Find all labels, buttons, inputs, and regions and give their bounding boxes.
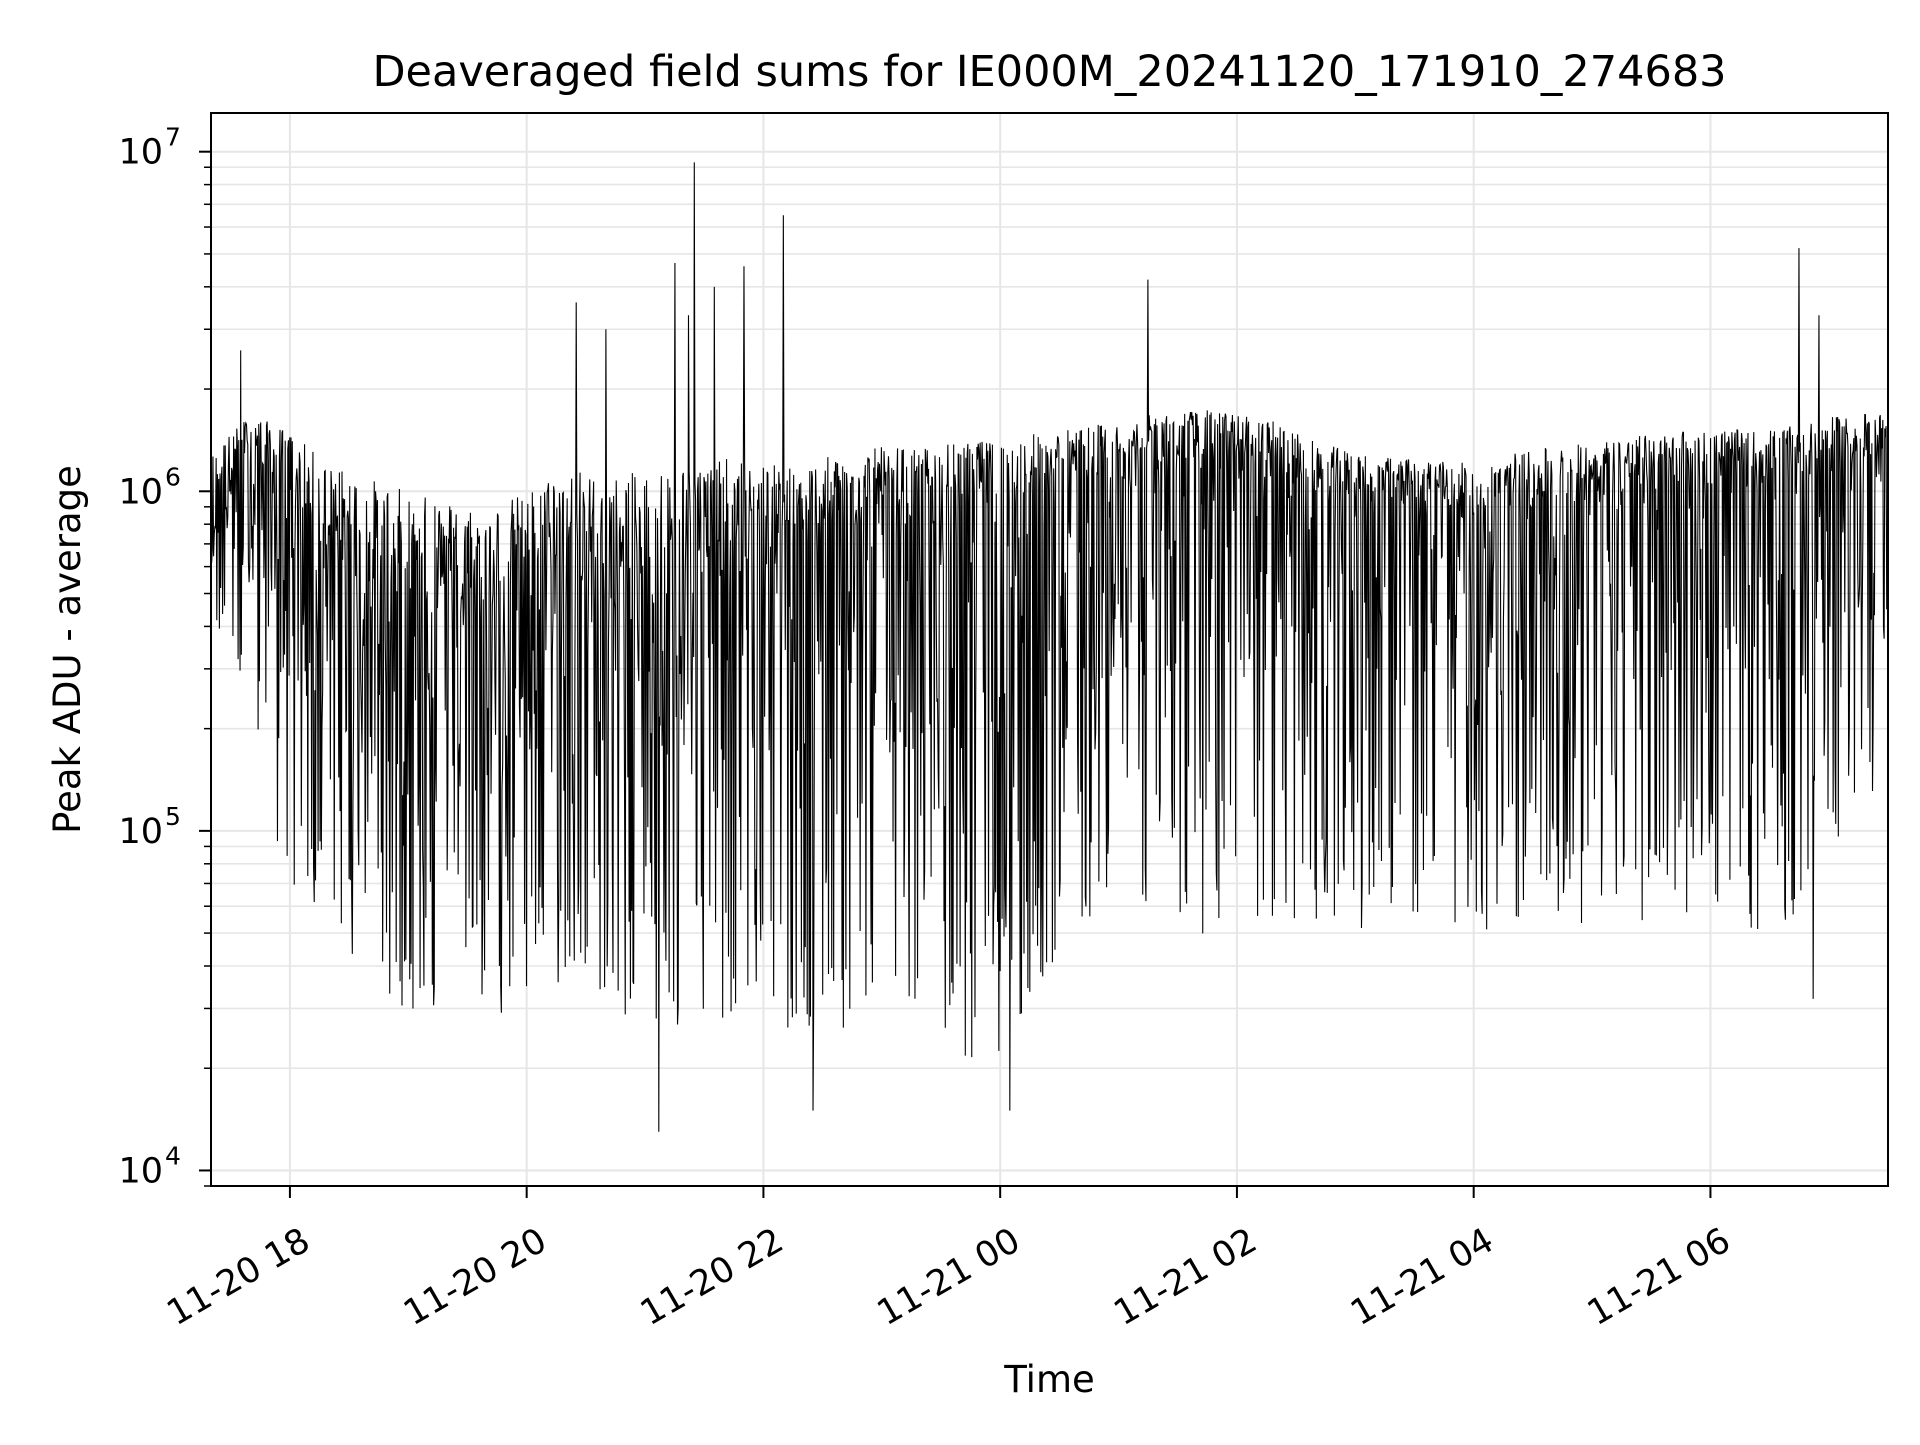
x-tick-label: 11-21 04 <box>1344 1221 1500 1334</box>
chart-title: Deaveraged field sums for IE000M_2024112… <box>372 47 1726 97</box>
x-tick-label: 11-21 02 <box>1108 1221 1264 1334</box>
x-tick-label: 11-20 20 <box>397 1221 553 1334</box>
plot-frame <box>210 112 1889 1187</box>
y-tick-label: 10 <box>118 472 163 512</box>
x-tick-label: 11-20 22 <box>634 1221 790 1334</box>
y-tick-label: 10 <box>118 1151 163 1191</box>
x-axis: 11-20 18 11-20 20 11-20 22 11-21 00 11-21 02… <box>161 1186 1737 1334</box>
x-tick-label: 11-21 06 <box>1581 1221 1737 1334</box>
y-tick-exponent: 5 <box>165 802 181 831</box>
series-line <box>211 162 1888 1132</box>
y-tick-label: 10 <box>118 812 163 852</box>
y-tick-exponent: 4 <box>165 1141 181 1170</box>
y-tick-label: 10 <box>118 133 163 173</box>
series-line-layer <box>211 162 1888 1132</box>
y-axis-label: Peak ADU - average <box>46 465 89 834</box>
y-tick-exponent: 7 <box>165 123 181 152</box>
x-tick-label: 11-20 18 <box>161 1221 317 1334</box>
x-tick-label: 11-21 00 <box>871 1221 1027 1334</box>
y-tick-exponent: 6 <box>165 462 181 491</box>
x-axis-label: Time <box>1003 1358 1095 1401</box>
